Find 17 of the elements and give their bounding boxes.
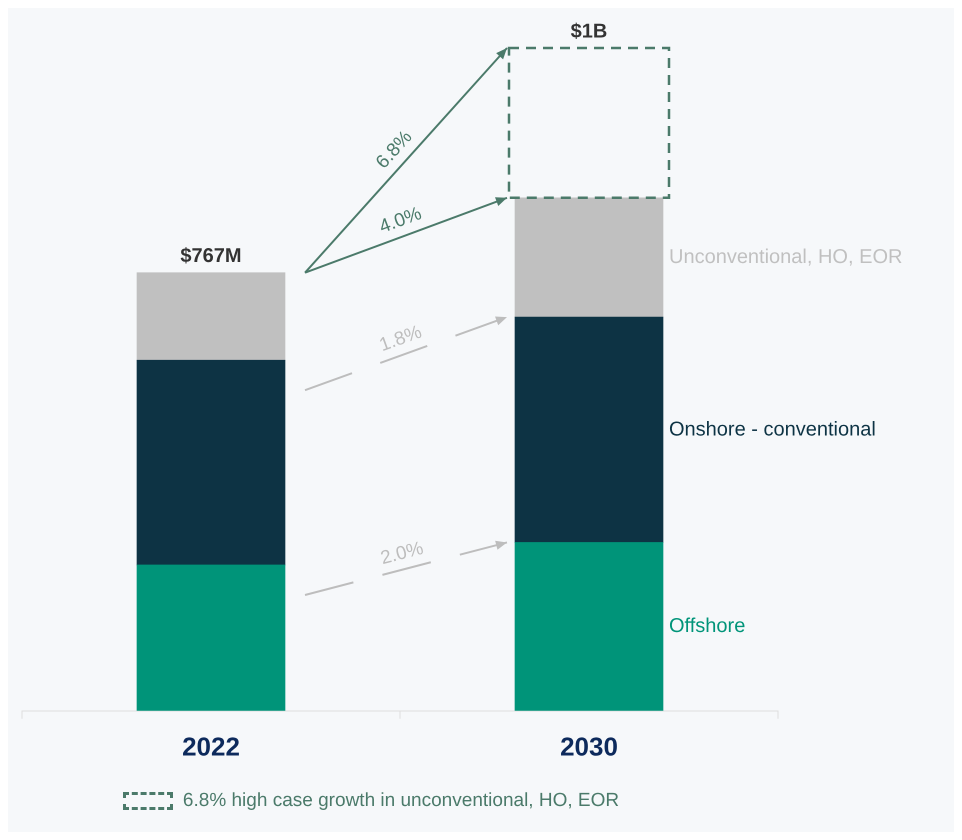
bar — [136, 360, 286, 566]
annotation: $767M — [180, 245, 242, 268]
x-tick-label: 2022 — [182, 732, 240, 762]
series-label: Onshore - conventional — [669, 418, 876, 440]
series-label: Unconventional, HO, EOR — [669, 246, 902, 268]
series-label: Offshore — [669, 615, 746, 638]
annotation: 4.0% — [376, 203, 425, 238]
bar — [514, 197, 664, 318]
bar — [514, 542, 664, 711]
annotation: 2.0% — [378, 538, 426, 570]
annotation: $1B — [570, 20, 608, 43]
bar — [514, 316, 664, 543]
annotation: 1.8% — [376, 322, 425, 356]
x-tick-label: 2030 — [560, 732, 618, 762]
bar — [136, 272, 286, 361]
bar — [136, 564, 286, 711]
legend-label: 6.8% high case growth in unconventional, HO, EOR — [182, 790, 620, 812]
